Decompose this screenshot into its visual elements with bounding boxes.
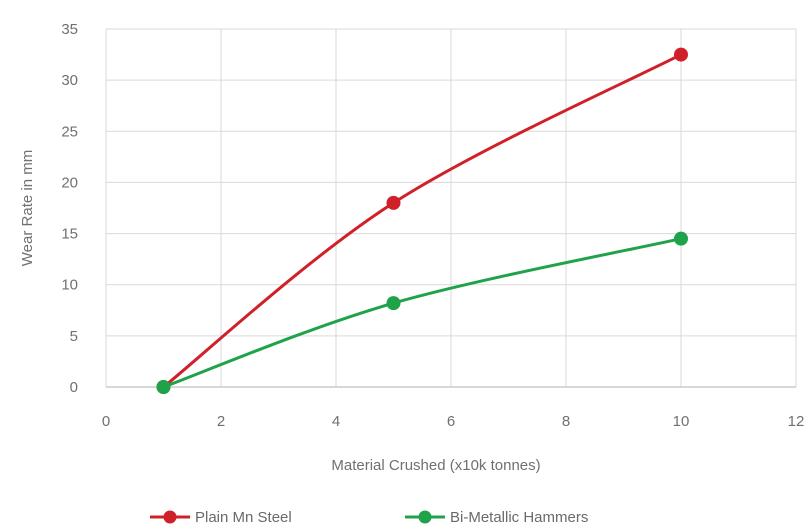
legend-label: Plain Mn Steel — [195, 509, 292, 526]
data-point — [386, 195, 401, 210]
x-tick-label: 10 — [673, 413, 690, 430]
y-tick-label: 10 — [61, 277, 78, 294]
y-tick-label: 5 — [70, 328, 78, 345]
data-point — [674, 47, 688, 62]
series-1 — [156, 231, 688, 394]
legend-entry: Bi-Metallic Hammers — [405, 509, 588, 526]
x-tick-label: 2 — [217, 413, 225, 430]
legend-label: Bi-Metallic Hammers — [450, 509, 588, 526]
y-tick-label: 0 — [70, 379, 78, 396]
x-tick-label: 0 — [102, 413, 110, 430]
data-point — [386, 296, 401, 311]
data-point — [156, 380, 171, 394]
series-layer — [156, 47, 688, 394]
data-point — [674, 231, 688, 246]
legend-entry: Plain Mn Steel — [150, 509, 292, 526]
x-tick-label: 6 — [447, 413, 455, 430]
y-tick-label: 30 — [61, 72, 78, 89]
y-tick-label: 15 — [61, 226, 78, 243]
y-tick-label: 20 — [61, 174, 78, 191]
tick-labels: 0 5 10 15 20 25 30 35 0 2 4 6 8 10 12 — [61, 21, 804, 430]
x-tick-label: 8 — [562, 413, 570, 430]
legend-swatch-marker — [418, 510, 432, 524]
legend-swatch-marker — [163, 510, 177, 524]
x-tick-label: 4 — [332, 413, 340, 430]
gridlines — [105, 28, 797, 388]
x-axis-title: Material Crushed (x10k tonnes) — [331, 457, 540, 474]
y-tick-label: 35 — [61, 21, 78, 38]
legend: Plain Mn Steel Bi-Metallic Hammers — [150, 509, 588, 526]
y-tick-label: 25 — [61, 123, 78, 140]
y-axis-title: Wear Rate in mm — [19, 150, 36, 266]
x-tick-label: 12 — [788, 413, 805, 430]
